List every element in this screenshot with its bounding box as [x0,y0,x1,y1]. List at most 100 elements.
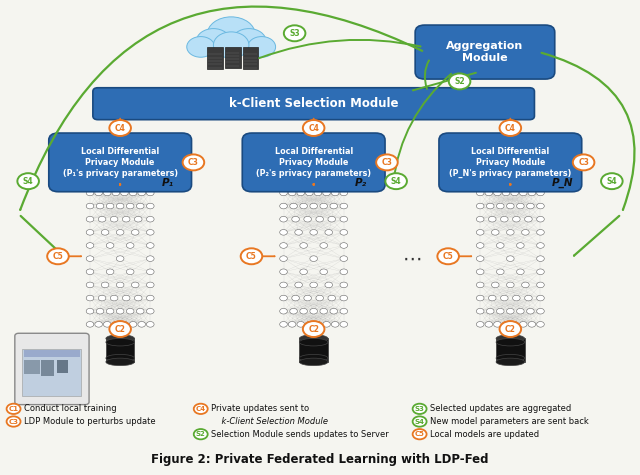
Circle shape [280,217,287,222]
Circle shape [110,217,118,222]
Circle shape [232,28,266,54]
FancyBboxPatch shape [106,338,134,362]
Circle shape [147,322,154,327]
Circle shape [537,190,544,196]
Circle shape [280,308,287,314]
Text: S3: S3 [415,406,424,412]
Circle shape [101,282,109,288]
Circle shape [522,282,529,288]
Circle shape [537,256,544,261]
Circle shape [116,256,124,261]
Circle shape [194,429,208,439]
Circle shape [126,203,134,209]
Circle shape [328,295,335,301]
Ellipse shape [300,338,328,346]
Text: C3: C3 [578,158,589,167]
Circle shape [305,190,313,196]
Circle shape [116,203,124,209]
Circle shape [300,243,307,248]
FancyArrowPatch shape [413,73,476,90]
Circle shape [310,256,317,261]
Circle shape [340,295,348,301]
Circle shape [528,322,536,327]
Circle shape [300,308,307,314]
Circle shape [47,248,68,264]
Circle shape [104,190,111,196]
Circle shape [303,321,324,337]
Circle shape [116,308,124,314]
Circle shape [476,269,484,275]
Text: S4: S4 [607,177,617,186]
Circle shape [492,282,499,288]
Circle shape [86,308,94,314]
Text: C4: C4 [115,124,125,133]
Circle shape [476,229,484,235]
FancyBboxPatch shape [22,349,81,396]
FancyBboxPatch shape [415,25,555,79]
FancyBboxPatch shape [225,47,241,67]
Circle shape [506,203,514,209]
Circle shape [500,120,521,136]
Circle shape [86,203,94,209]
Text: C5: C5 [415,431,424,437]
Circle shape [138,190,145,196]
Text: Selection Module sends updates to Server: Selection Module sends updates to Server [211,430,388,439]
Circle shape [310,203,317,209]
Circle shape [295,229,302,235]
FancyBboxPatch shape [496,338,525,362]
Circle shape [86,229,94,235]
Circle shape [488,217,496,222]
Circle shape [310,229,317,235]
Text: C3: C3 [381,158,392,167]
Circle shape [314,322,322,327]
Text: C3: C3 [8,418,19,425]
Circle shape [109,120,131,136]
Text: Aggregation
Module: Aggregation Module [446,41,524,63]
Circle shape [449,74,470,89]
Circle shape [340,203,348,209]
Ellipse shape [106,354,134,362]
Circle shape [95,190,102,196]
Text: k-Client Selection Module: k-Client Selection Module [229,97,399,110]
Circle shape [486,308,494,314]
Circle shape [340,269,348,275]
Circle shape [492,229,499,235]
Circle shape [290,308,298,314]
Text: C4: C4 [308,124,319,133]
Circle shape [537,322,544,327]
Ellipse shape [300,358,328,366]
Circle shape [104,322,111,327]
FancyArrowPatch shape [574,216,620,256]
FancyBboxPatch shape [57,360,68,373]
Circle shape [340,217,348,222]
Circle shape [280,269,287,275]
Circle shape [112,322,120,327]
Circle shape [537,308,544,314]
FancyBboxPatch shape [243,47,259,69]
Ellipse shape [106,335,134,342]
Circle shape [516,203,524,209]
Circle shape [280,256,287,261]
Circle shape [516,243,524,248]
FancyBboxPatch shape [24,350,79,357]
Text: Selected updates are aggregated: Selected updates are aggregated [429,404,571,413]
Circle shape [500,321,521,337]
FancyBboxPatch shape [24,360,40,374]
Text: Local models are updated: Local models are updated [429,430,539,439]
Circle shape [497,203,504,209]
Circle shape [182,154,204,171]
Ellipse shape [496,358,525,366]
Circle shape [506,282,514,288]
FancyArrowPatch shape [20,216,63,256]
Circle shape [289,190,296,196]
Circle shape [121,322,128,327]
Circle shape [413,417,427,427]
Circle shape [292,295,300,301]
Circle shape [323,322,330,327]
Circle shape [147,190,154,196]
Circle shape [513,217,520,222]
Circle shape [109,321,131,337]
Circle shape [506,308,514,314]
Text: C1: C1 [8,406,19,412]
Circle shape [147,203,154,209]
